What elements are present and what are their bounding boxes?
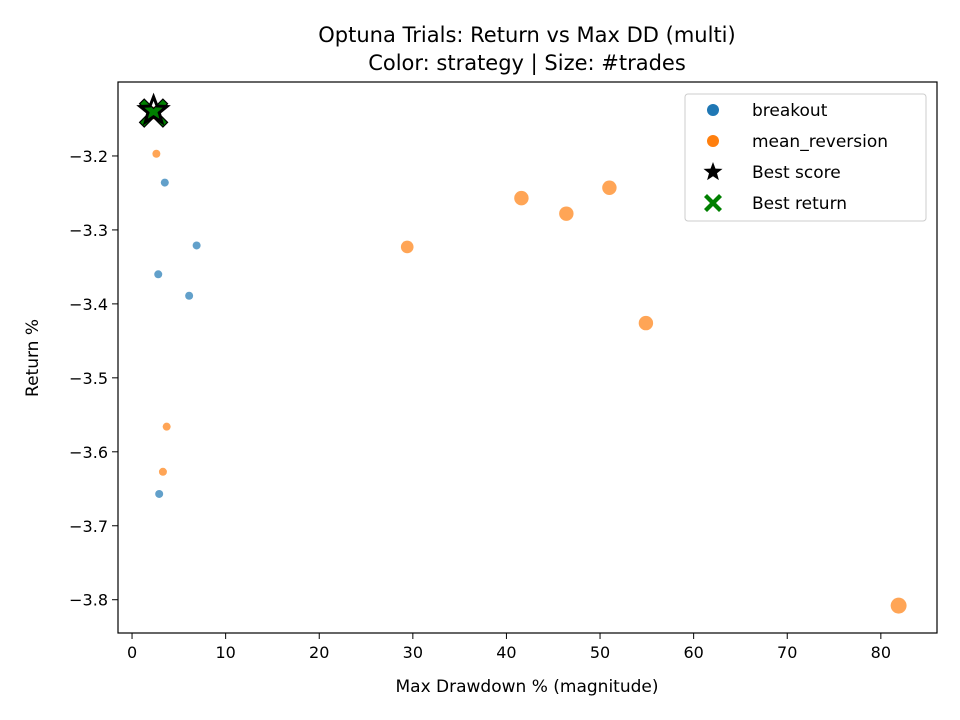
point-mean-reversion xyxy=(890,597,907,614)
point-mean-reversion xyxy=(400,240,414,254)
x-tick-label: 40 xyxy=(496,643,516,662)
y-tick-label: −3.8 xyxy=(69,591,108,610)
legend-marker-breakout xyxy=(707,104,719,116)
legend-label-breakout: breakout xyxy=(752,101,828,121)
legend-label-best-return: Best return xyxy=(752,194,847,214)
point-mean-reversion xyxy=(514,190,529,206)
point-breakout xyxy=(185,291,194,300)
y-axis-label: Return % xyxy=(23,319,43,397)
x-tick-label: 20 xyxy=(309,643,329,662)
x-tick-label: 0 xyxy=(127,643,137,662)
legend-box xyxy=(684,93,927,222)
point-mean-reversion xyxy=(638,315,654,331)
x-tick-label: 10 xyxy=(215,643,235,662)
legend-label-mean-reversion: mean_reversion xyxy=(752,132,888,152)
legend-x-shape xyxy=(704,194,722,212)
x-tick-label: 60 xyxy=(683,643,703,662)
point-mean-reversion xyxy=(602,180,617,195)
point-mean-reversion xyxy=(152,149,161,158)
x-axis-label: Max Drawdown % (magnitude) xyxy=(395,677,658,697)
x-tick-label: 70 xyxy=(777,643,797,662)
point-mean-reversion xyxy=(559,206,574,221)
legend-star-shape xyxy=(703,162,723,181)
chart-title: Optuna Trials: Return vs Max DD (multi) xyxy=(318,23,735,47)
y-tick-label: −3.6 xyxy=(69,443,108,462)
legend-marker-mean-reversion xyxy=(707,135,719,147)
y-tick-label: −3.5 xyxy=(69,369,108,388)
point-breakout xyxy=(160,178,169,187)
point-mean-reversion xyxy=(162,422,171,431)
y-tick-label: −3.3 xyxy=(69,221,108,240)
points-layer xyxy=(136,92,907,614)
legend-label-best-score: Best score xyxy=(752,163,841,183)
best-score-marker xyxy=(136,92,171,126)
point-breakout xyxy=(155,489,164,498)
y-tick-label: −3.7 xyxy=(69,517,108,536)
legend: breakout mean_reversion Best score Best … xyxy=(684,93,927,222)
plot-frame xyxy=(117,81,938,634)
x-tick-label: 30 xyxy=(403,643,423,662)
chart-subtitle: Color: strategy | Size: #trades xyxy=(368,51,686,76)
legend-marker-best-score xyxy=(703,162,723,181)
y-tick-label: −3.2 xyxy=(69,147,108,166)
point-breakout xyxy=(154,270,163,279)
x-tick-label: 50 xyxy=(590,643,610,662)
ticks-layer: 0 10 20 30 40 50 60 70 80 −3.8 −3.7 −3.6 −3.5 −3.4 −3.… xyxy=(69,147,891,662)
point-breakout xyxy=(192,241,201,250)
y-tick-label: −3.4 xyxy=(69,295,108,314)
legend-marker-best-return xyxy=(704,194,722,212)
point-mean-reversion xyxy=(158,467,167,476)
x-tick-label: 80 xyxy=(871,643,891,662)
